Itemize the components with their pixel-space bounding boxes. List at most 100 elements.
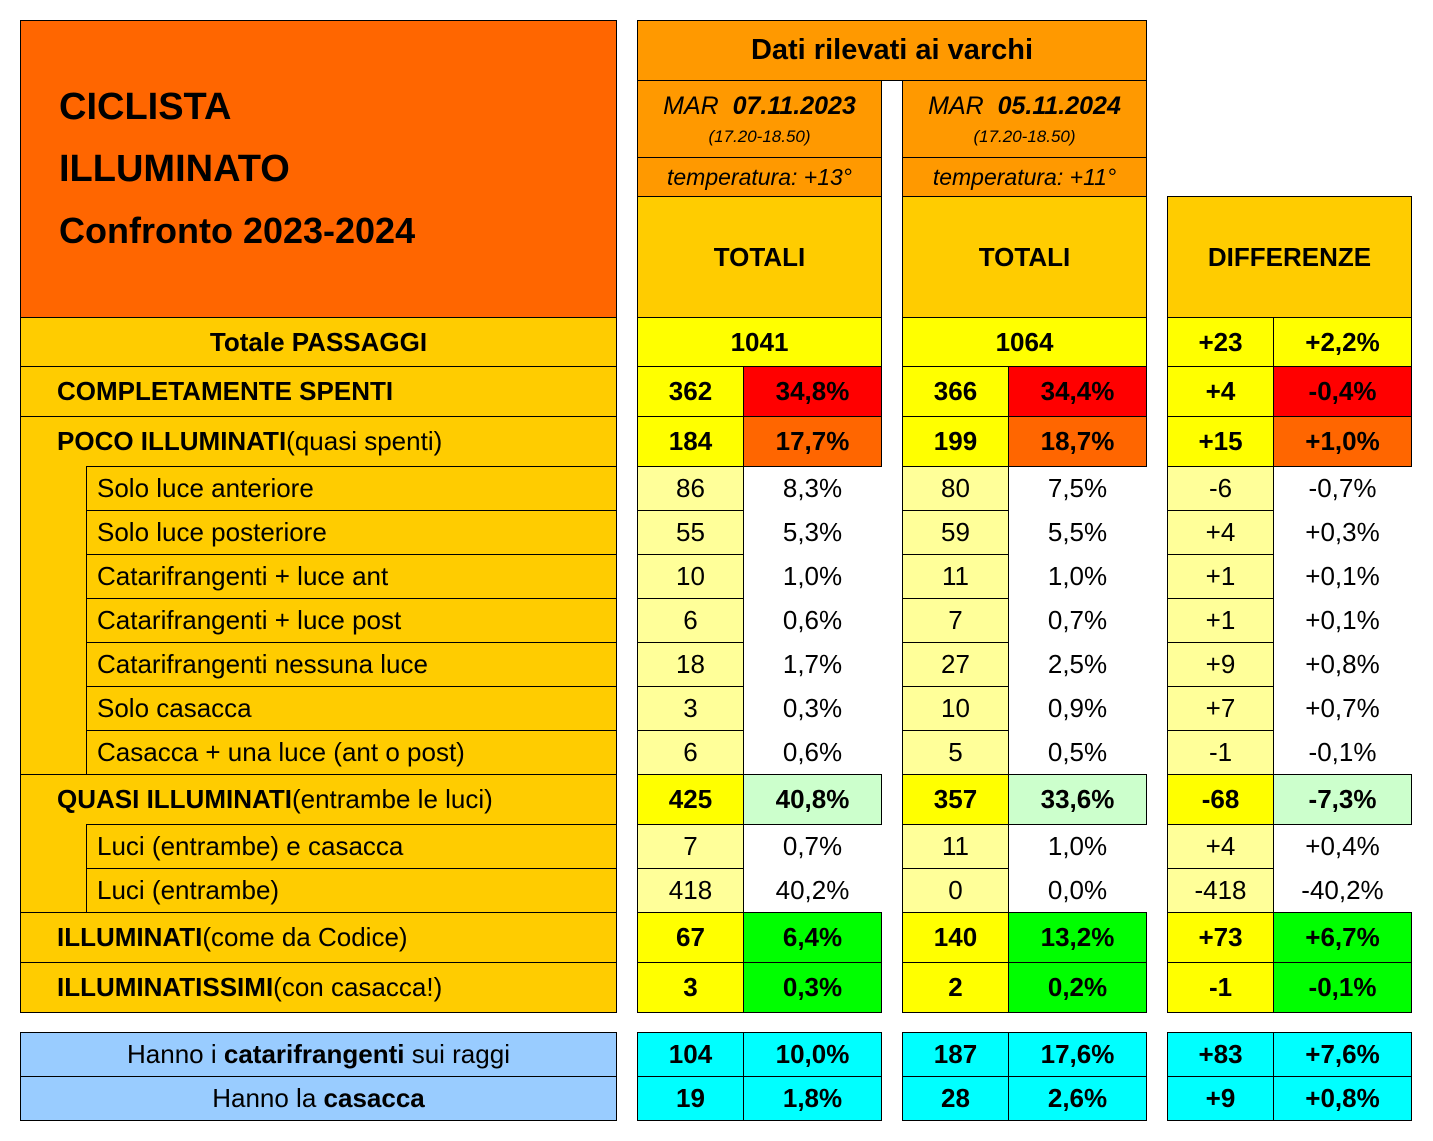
count-2023: 104 [637, 1032, 744, 1077]
pct-2024: 2,6% [1008, 1076, 1147, 1121]
count-2023: 362 [637, 366, 744, 417]
sub-label: Casacca + una luce (ant o post) [86, 730, 617, 775]
totals-header-2024: TOTALI [902, 196, 1147, 318]
diff-count: +7 [1167, 686, 1274, 731]
diff-pct: +6,7% [1273, 912, 1412, 963]
pct-2024: 13,2% [1008, 912, 1147, 963]
row-label: ILLUMINATISSIMI (con casacca!) [20, 962, 617, 1013]
diff-count: +73 [1167, 912, 1274, 963]
row-label-note: (entrambe le luci) [291, 784, 493, 814]
count-2024: 7 [902, 598, 1009, 643]
extra-label: Hanno i catarifrangenti sui raggi [20, 1032, 617, 1077]
pct-2023: 0,6% [782, 605, 843, 635]
diff-pct: -0,1% [1308, 737, 1377, 767]
date-2024: MAR 05.11.2024 (17.20-18.50) [902, 80, 1147, 158]
pct-2023: 0,3% [782, 693, 843, 723]
time-2024: (17.20-18.50) [973, 126, 1076, 146]
row-label-bold: ILLUMINATI [57, 922, 203, 952]
diff-pct: -0,4% [1273, 366, 1412, 417]
pct-2023: 40,2% [775, 875, 850, 905]
date-2024-value: 05.11.2024 [997, 91, 1121, 120]
day-2023: MAR [663, 91, 719, 120]
pct-2023: 1,7% [782, 649, 843, 679]
count-2023: 6 [637, 730, 744, 775]
diff-pct: +1,0% [1273, 416, 1412, 467]
indent-block [20, 824, 87, 913]
count-2023: 18 [637, 642, 744, 687]
pct-2023: 0,3% [743, 962, 882, 1013]
pct-2024: 33,6% [1008, 774, 1147, 825]
count-2023: 3 [637, 962, 744, 1013]
row-label: QUASI ILLUMINATI (entrambe le luci) [20, 774, 617, 825]
count-2024: 366 [902, 366, 1009, 417]
count-2023: 55 [637, 510, 744, 555]
count-2024: 28 [902, 1076, 1009, 1121]
count-2023: 418 [637, 868, 744, 913]
title-line-1: CICLISTA [59, 86, 232, 128]
pct-2023: 40,8% [743, 774, 882, 825]
count-2024: 0 [902, 868, 1009, 913]
day-2024: MAR [928, 91, 984, 120]
row-label-note: (quasi spenti) [286, 426, 443, 456]
pct-2024: 2,5% [1047, 649, 1108, 679]
extra-label-bold: casacca [323, 1083, 425, 1113]
count-2023: 3 [637, 686, 744, 731]
count-2023: 184 [637, 416, 744, 467]
diff-pct: +0,1% [1305, 561, 1380, 591]
date-2023: MAR 07.11.2023 (17.20-18.50) [637, 80, 882, 158]
count-2024: 27 [902, 642, 1009, 687]
sub-label: Catarifrangenti nessuna luce [86, 642, 617, 687]
pct-2023: 1,0% [782, 561, 843, 591]
diff-count: +4 [1167, 366, 1274, 417]
pct-2024: 34,4% [1008, 366, 1147, 417]
count-2023: 86 [637, 466, 744, 511]
row-label-note: (con casacca!) [273, 972, 443, 1002]
time-2023: (17.20-18.50) [708, 126, 811, 146]
diff-count: +4 [1167, 824, 1274, 869]
pct-2023: 17,7% [743, 416, 882, 467]
diff-count: -1 [1167, 962, 1274, 1013]
sub-label: Solo luce anteriore [86, 466, 617, 511]
count-2024: 140 [902, 912, 1009, 963]
diff-pct: -0,7% [1308, 473, 1377, 503]
diff-count: -418 [1167, 868, 1274, 913]
count-2024: 199 [902, 416, 1009, 467]
sub-label: Catarifrangenti + luce post [86, 598, 617, 643]
pct-2024: 1,0% [1047, 561, 1108, 591]
count-2023: 10 [637, 554, 744, 599]
pct-2023: 0,7% [782, 831, 843, 861]
totals-header-2023: TOTALI [637, 196, 882, 318]
count-2023: 7 [637, 824, 744, 869]
pct-2024: 0,5% [1047, 737, 1108, 767]
diff-count: +15 [1167, 416, 1274, 467]
diff-pct: +0,8% [1273, 1076, 1412, 1121]
total-2023: 1041 [637, 317, 882, 367]
diff-pct: +0,1% [1305, 605, 1380, 635]
count-2024: 80 [902, 466, 1009, 511]
gates-header: Dati rilevati ai varchi [637, 20, 1147, 81]
count-2024: 357 [902, 774, 1009, 825]
total-2024: 1064 [902, 317, 1147, 367]
temperature-2024: temperatura: +11° [902, 157, 1147, 197]
date-2023-value: 07.11.2023 [732, 91, 856, 120]
count-2024: 59 [902, 510, 1009, 555]
diff-count: +9 [1167, 1076, 1274, 1121]
title-line-2: ILLUMINATO [59, 148, 290, 190]
row-label: POCO ILLUMINATI (quasi spenti) [20, 416, 617, 467]
temperature-2023: temperatura: +13° [637, 157, 882, 197]
indent-block [20, 466, 87, 775]
count-2023: 425 [637, 774, 744, 825]
diff-pct: +0,3% [1305, 517, 1380, 547]
count-2024: 11 [902, 554, 1009, 599]
diff-pct: +0,7% [1305, 693, 1380, 723]
sub-label: Solo casacca [86, 686, 617, 731]
row-label-note: (come da Codice) [202, 922, 408, 952]
pct-2023: 0,6% [782, 737, 843, 767]
total-diff-pct: +2,2% [1273, 317, 1412, 367]
count-2024: 187 [902, 1032, 1009, 1077]
row-label-bold: ILLUMINATISSIMI [57, 972, 274, 1002]
diff-pct: -0,1% [1273, 962, 1412, 1013]
pct-2024: 1,0% [1047, 831, 1108, 861]
count-2024: 2 [902, 962, 1009, 1013]
title-block: CICLISTA ILLUMINATO Confronto 2023-2024 [20, 20, 617, 318]
